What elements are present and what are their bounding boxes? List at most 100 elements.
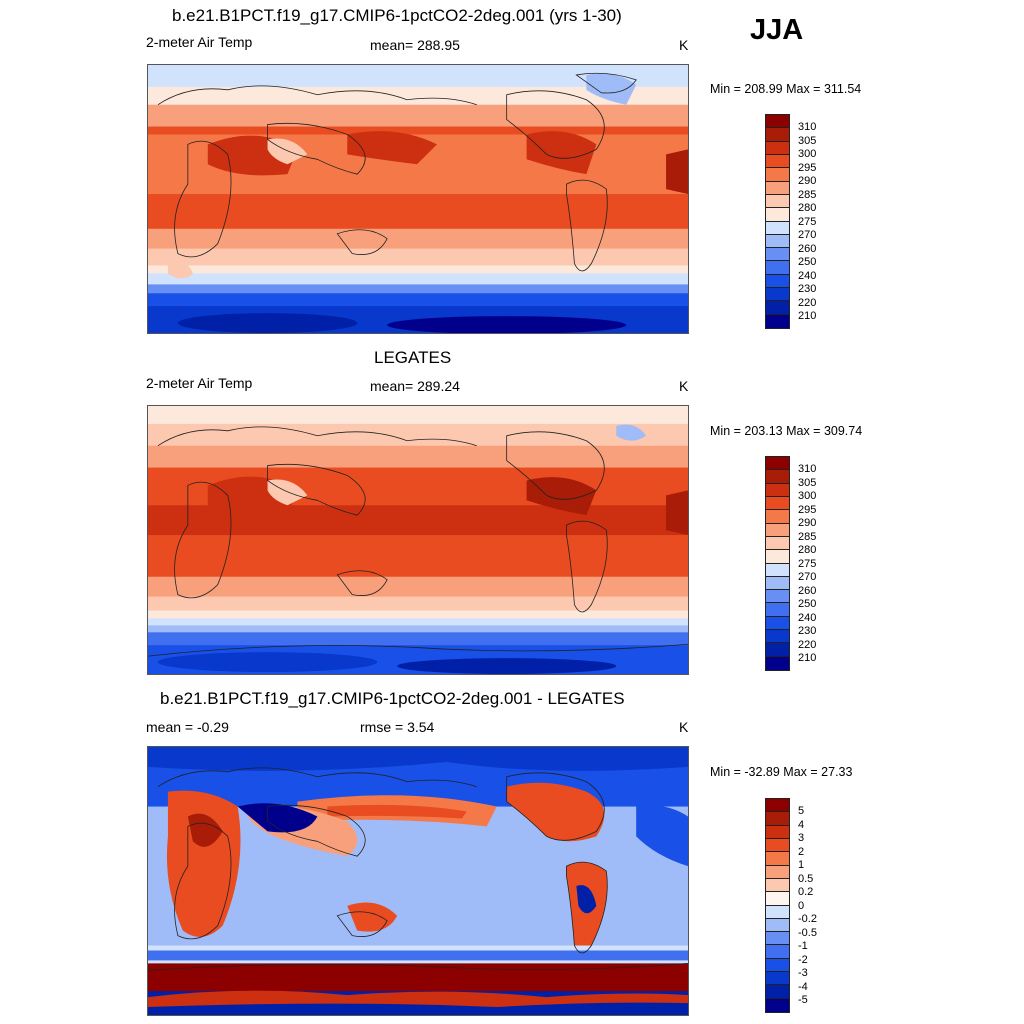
panel-title: b.e21.B1PCT.f19_g17.CMIP6-1pctCO2-2deg.0… [172, 6, 622, 25]
colorbar-label: 305 [798, 476, 817, 489]
temperature-map [147, 405, 689, 675]
colorbar-swatch [766, 536, 789, 551]
colorbar-swatch [766, 932, 789, 946]
colorbar-label: 250 [798, 598, 817, 610]
colorbar-swatch [766, 288, 789, 302]
colorbar-label: 290 [798, 517, 817, 529]
colorbar-swatch [766, 483, 789, 497]
colorbar-swatch [766, 812, 789, 826]
colorbar [765, 456, 790, 671]
colorbar-swatch [766, 248, 789, 262]
colorbar-label: 295 [798, 503, 817, 516]
colorbar-swatch [766, 838, 789, 853]
map-svg [148, 65, 688, 333]
colorbar-swatch [766, 616, 789, 631]
colorbar-swatch [766, 998, 789, 1012]
colorbar-label: 1 [798, 859, 805, 871]
colorbar-label: 300 [798, 490, 817, 502]
units-label: K [679, 378, 689, 394]
colorbar-label: 280 [798, 202, 817, 214]
colorbar-swatch [766, 154, 789, 169]
colorbar-label: 280 [798, 544, 817, 556]
colorbar-label: 0.2 [798, 886, 814, 898]
colorbar-label: 220 [798, 638, 817, 651]
colorbar-label: -1 [798, 940, 808, 952]
colorbar-swatch [766, 799, 789, 813]
colorbar-swatch [766, 878, 789, 893]
colorbar-swatch [766, 892, 789, 906]
colorbar-swatch [766, 261, 789, 275]
colorbar-label: 295 [798, 161, 817, 174]
panel-title: LEGATES [374, 348, 452, 367]
colorbar-swatch [766, 852, 789, 866]
colorbar-swatch [766, 550, 789, 564]
colorbar-swatch [766, 523, 789, 537]
colorbar-swatch [766, 918, 789, 933]
colorbar-label: 0 [798, 899, 805, 912]
colorbar-swatch [766, 274, 789, 289]
minmax-label: Min = 203.13 Max = 309.74 [710, 424, 863, 438]
colorbar-label: 0.5 [798, 872, 814, 885]
colorbar-label: 210 [798, 652, 817, 664]
difference-map [147, 746, 689, 1016]
colorbar-swatch [766, 905, 789, 919]
mean-label: mean= 289.24 [370, 378, 460, 394]
variable-label: 2-meter Air Temp [146, 375, 253, 391]
colorbar-label: 5 [798, 805, 805, 817]
colorbar-label: 310 [798, 121, 817, 133]
panel-title: b.e21.B1PCT.f19_g17.CMIP6-1pctCO2-2deg.0… [160, 689, 625, 708]
colorbar-label: 285 [798, 530, 817, 543]
colorbar-label: -2 [798, 953, 808, 966]
colorbar-swatch [766, 457, 789, 471]
colorbar-label: 285 [798, 188, 817, 201]
units-label: K [679, 37, 689, 53]
colorbar-label: 270 [798, 571, 817, 583]
colorbar [765, 798, 790, 1013]
colorbar-label: 230 [798, 625, 817, 637]
colorbar-swatch [766, 470, 789, 484]
colorbar-swatch [766, 234, 789, 249]
diff-mean-label: mean = -0.29 [146, 719, 229, 735]
colorbar-swatch [766, 865, 789, 879]
colorbar-label: 270 [798, 229, 817, 241]
colorbar-label: 290 [798, 175, 817, 187]
colorbar-label: 230 [798, 283, 817, 295]
map-svg [148, 406, 688, 674]
colorbar-swatch [766, 314, 789, 328]
colorbar-swatch [766, 643, 789, 657]
map-svg [148, 747, 688, 1015]
colorbar-label: 4 [798, 818, 805, 831]
colorbar-label: 275 [798, 215, 817, 228]
colorbar-swatch [766, 128, 789, 142]
colorbar-label: -5 [798, 994, 808, 1006]
colorbar-swatch [766, 576, 789, 591]
colorbar-label: 240 [798, 611, 817, 624]
colorbar-swatch [766, 972, 789, 986]
colorbar-label: 305 [798, 134, 817, 147]
colorbar-swatch [766, 208, 789, 222]
colorbar-label: 260 [798, 584, 817, 597]
variable-label: 2-meter Air Temp [146, 34, 253, 50]
colorbar-label: 275 [798, 557, 817, 570]
colorbar-label: -3 [798, 967, 808, 979]
temperature-map [147, 64, 689, 334]
colorbar-swatch [766, 630, 789, 644]
colorbar-label: 250 [798, 256, 817, 268]
colorbar-label: 310 [798, 463, 817, 475]
colorbar-label: 210 [798, 310, 817, 322]
colorbar-label: 300 [798, 148, 817, 160]
colorbar-swatch [766, 563, 789, 577]
colorbar-swatch [766, 141, 789, 155]
colorbar-label: 2 [798, 845, 805, 858]
colorbar-label: 3 [798, 832, 805, 844]
colorbar-label: -4 [798, 980, 808, 993]
colorbar-swatch [766, 985, 789, 999]
colorbar-swatch [766, 603, 789, 617]
colorbar-swatch [766, 221, 789, 235]
minmax-label: Min = -32.89 Max = 27.33 [710, 765, 853, 779]
colorbar-label: 260 [798, 242, 817, 255]
colorbar-swatch [766, 590, 789, 604]
colorbar-label: 220 [798, 296, 817, 309]
colorbar-swatch [766, 115, 789, 129]
colorbar-swatch [766, 301, 789, 315]
